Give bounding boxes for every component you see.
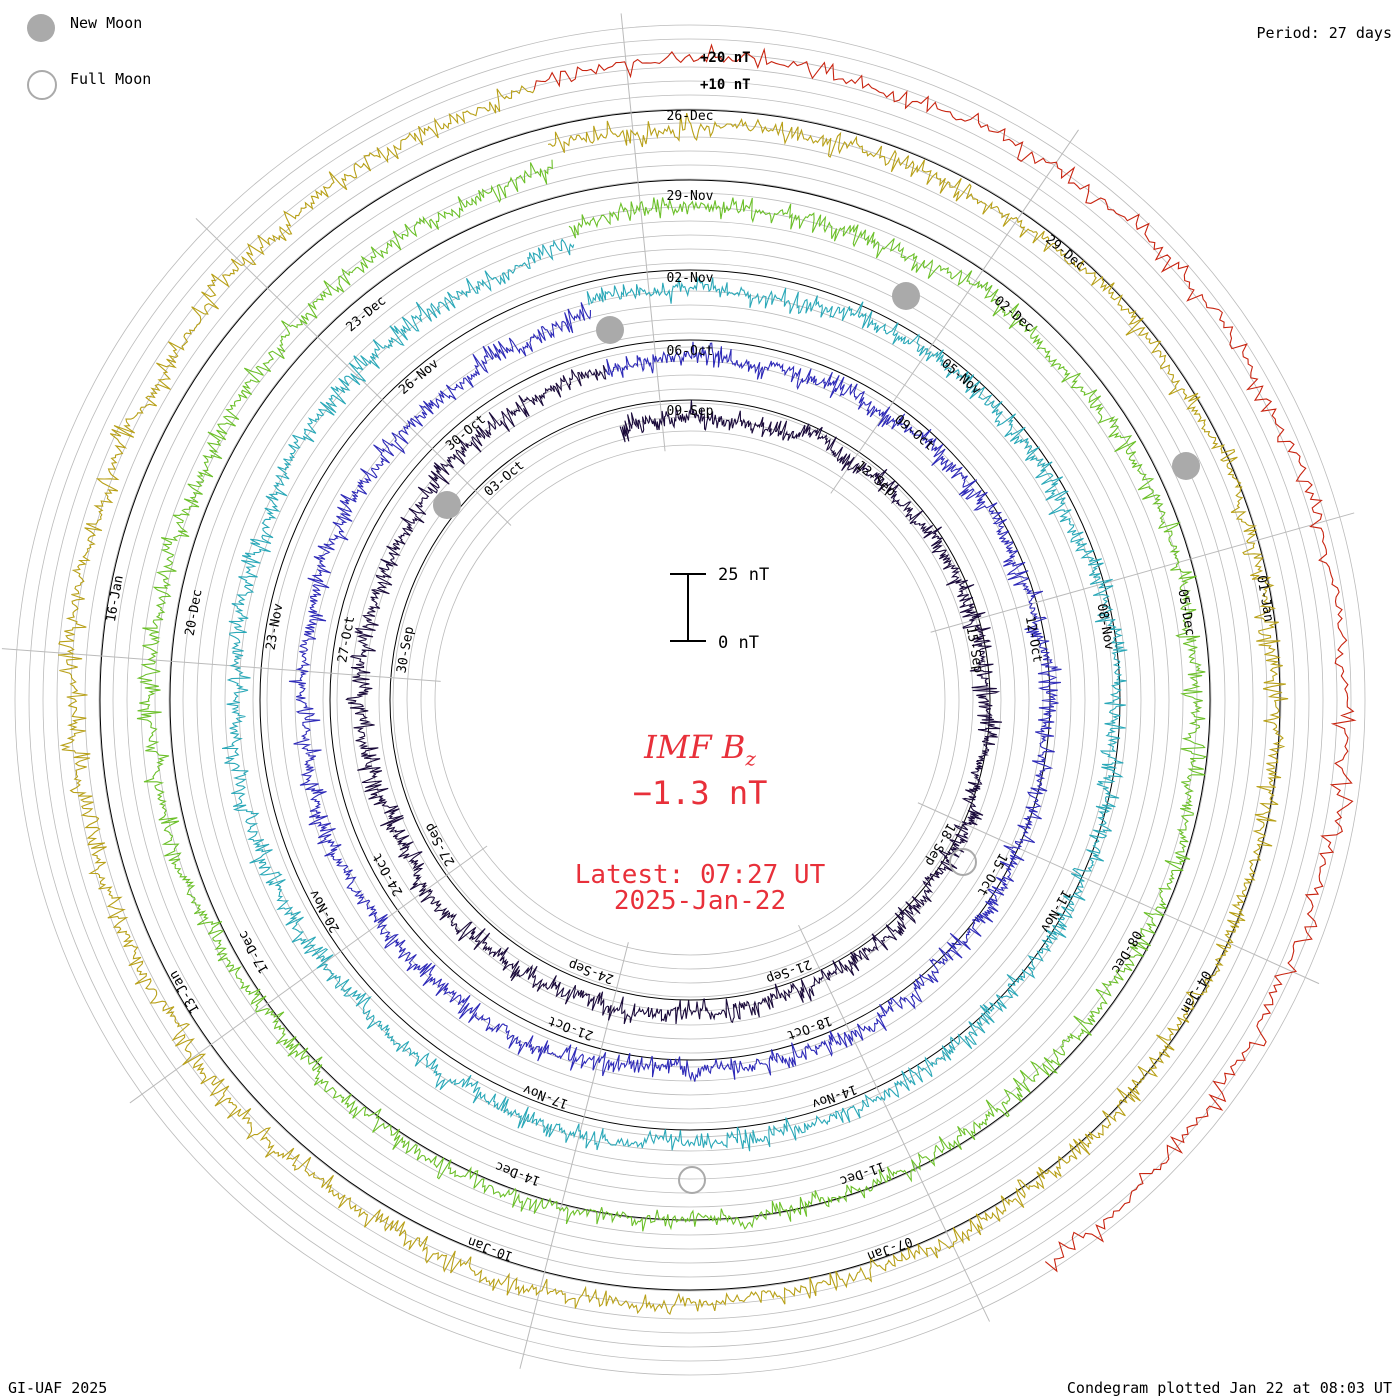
grid-ring — [280, 290, 1100, 1110]
grid-ring — [70, 80, 1310, 1320]
date-label: 26-Dec — [667, 109, 714, 124]
baseline-ring — [99, 109, 1281, 1291]
date-label: 09-Sep — [667, 404, 714, 419]
grid-spoke — [195, 217, 512, 526]
date-label: 14-Nov — [809, 1081, 858, 1111]
grid-ring — [294, 304, 1086, 1096]
grid-ring — [182, 192, 1198, 1208]
date-label: 06-Oct — [667, 344, 714, 359]
date-label: 01-Jan — [1253, 574, 1276, 623]
ref-label-20: +20 nT — [700, 50, 751, 66]
date-label: 11-Nov — [1037, 887, 1074, 935]
grid-ring — [56, 66, 1324, 1334]
new-moon-marker — [433, 491, 461, 519]
series-trace — [345, 364, 1003, 1025]
grid-ring — [28, 38, 1352, 1362]
grid-spoke — [620, 13, 666, 452]
scale-label-top: 25 nT — [718, 565, 769, 585]
chart-title: IMF Bz — [500, 728, 900, 770]
grid-ring — [322, 332, 1058, 1068]
scale-label-bottom: 0 nT — [718, 633, 759, 653]
scale-bar: 25 nT 0 nT — [670, 565, 769, 653]
grid-ring — [266, 276, 1114, 1124]
date-label: 20-Nov — [307, 887, 344, 935]
grid-ring — [112, 122, 1268, 1278]
baseline-ring — [389, 399, 991, 1001]
full-moon-marker — [949, 848, 977, 876]
grid-ring — [14, 24, 1366, 1376]
grid-ring — [126, 136, 1254, 1264]
grid-spoke — [830, 129, 1079, 494]
title-subscript: z — [745, 746, 756, 771]
new-moon-marker — [596, 316, 624, 344]
grid-ring — [238, 248, 1142, 1152]
series-trace — [136, 159, 1208, 1232]
grid-ring — [224, 234, 1156, 1166]
grid-ring — [420, 430, 960, 970]
title-quantity: IMF B — [644, 728, 746, 766]
full-moon-icon — [27, 70, 57, 100]
grid-ring — [84, 94, 1296, 1306]
new-moon-label: New Moon — [70, 14, 143, 32]
grid-spoke — [917, 802, 1320, 985]
full-moon-label: Full Moon — [70, 70, 152, 88]
grid-ring — [154, 164, 1226, 1236]
new-moon-marker — [1172, 452, 1200, 480]
grid-ring — [350, 360, 1030, 1040]
series-trace — [533, 43, 1357, 1273]
date-label: 26-Nov — [396, 356, 442, 398]
current-value: −1.3 nT — [632, 774, 768, 812]
grid-ring — [378, 388, 1002, 1012]
date-label: 05-Nov — [938, 356, 984, 398]
date-label: 24-Sep — [566, 956, 615, 986]
new-moon-icon — [27, 14, 55, 42]
date-label: 10-Jan — [466, 1233, 515, 1263]
moon-markers — [433, 282, 1200, 1194]
grid-spoke — [519, 942, 629, 1369]
date-labels: 09-Sep12-Sep15-Sep18-Sep21-Sep24-Sep27-S… — [104, 109, 1276, 1263]
grid-ring — [434, 444, 946, 956]
grid-ring — [406, 416, 974, 984]
plotted-label: Condegram plotted Jan 22 at 08:03 UT — [1066, 1379, 1392, 1397]
series-trace — [58, 85, 1289, 1315]
data-traces — [58, 43, 1357, 1315]
period-label: Period: 27 days — [1256, 24, 1392, 42]
grid-ring — [364, 374, 1016, 1026]
series-trace — [221, 238, 1128, 1152]
credit-label: GI-UAF 2025 — [8, 1379, 108, 1397]
new-moon-marker — [892, 282, 920, 310]
date-label: 14-Dec — [493, 1158, 542, 1188]
grid-rings — [14, 24, 1366, 1376]
grid-ring — [308, 318, 1072, 1082]
date-label: 29-Nov — [667, 189, 714, 204]
date-label: 08-Dec — [1108, 928, 1144, 976]
grid-ring — [168, 178, 1212, 1222]
series-trace — [288, 302, 1062, 1082]
date-label: 23-Nov — [263, 602, 286, 651]
grid-ring — [140, 150, 1240, 1250]
date-label: 04-Jan — [1177, 968, 1213, 1016]
date-label: 08-Nov — [1094, 602, 1117, 651]
baseline-ring — [169, 179, 1211, 1221]
date-label: 17-Dec — [236, 928, 272, 976]
latest-date: 2025-Jan-22 — [613, 886, 787, 916]
grid-ring — [42, 52, 1338, 1348]
date-label: 16-Jan — [104, 574, 127, 623]
ref-label-10: +10 nT — [700, 77, 751, 93]
full-moon-marker — [678, 1166, 706, 1194]
date-label: 11-Dec — [838, 1158, 887, 1188]
baseline-ring — [259, 269, 1121, 1131]
grid-spokes — [1, 13, 1355, 1369]
date-label: 02-Nov — [667, 271, 714, 286]
grid-spoke — [798, 924, 990, 1322]
grid-ring — [252, 262, 1128, 1138]
grid-spoke — [930, 512, 1355, 633]
date-label: 17-Nov — [521, 1081, 570, 1111]
latest-time: Latest: 07:27 UT — [574, 860, 826, 890]
date-label: 21-Sep — [764, 956, 813, 986]
grid-ring — [210, 220, 1170, 1180]
grid-spoke — [1, 648, 441, 682]
grid-spoke — [129, 845, 488, 1104]
